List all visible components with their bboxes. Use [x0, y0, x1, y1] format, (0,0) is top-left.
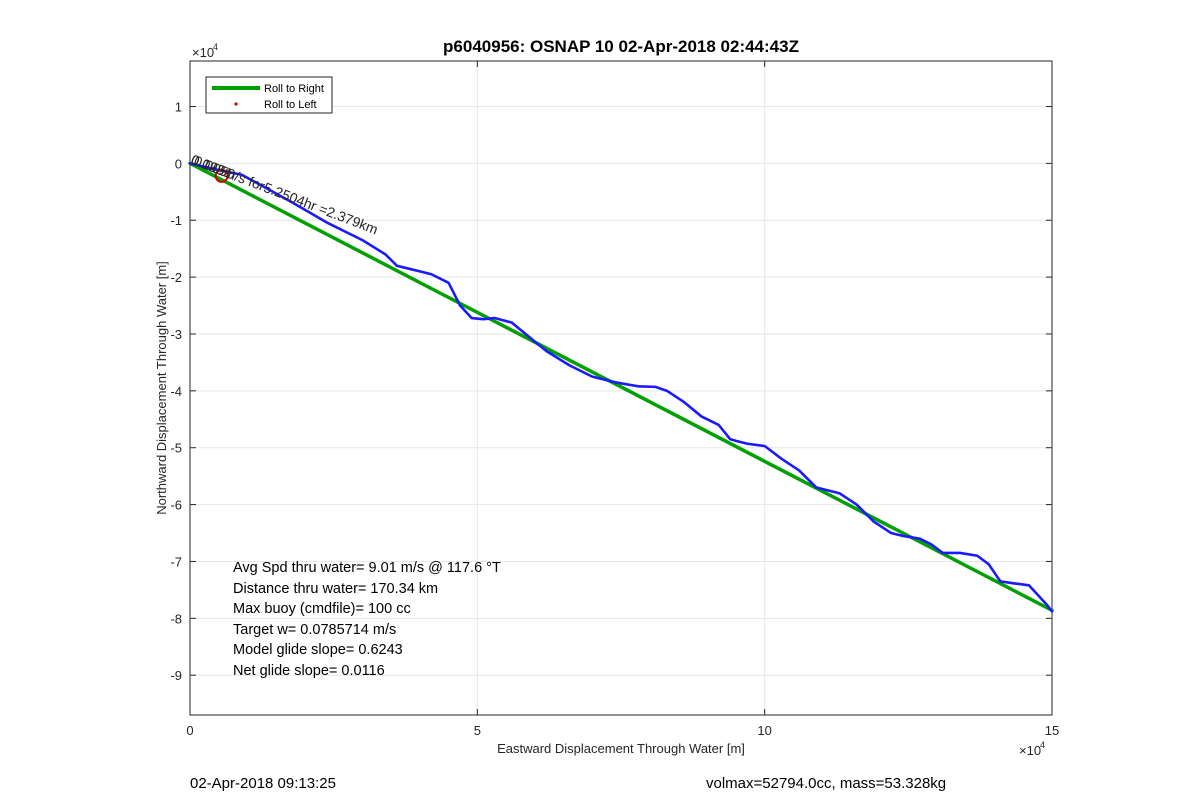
grid-lines [190, 61, 1052, 715]
footer-timestamp: 02-Apr-2018 09:13:25 [190, 775, 336, 792]
info-block: Avg Spd thru water= 9.01 m/s @ 117.6 °T … [233, 560, 501, 679]
y-axis-label: Northward Displacement Through Water [m] [154, 261, 169, 515]
y-tick-label: -3 [170, 327, 182, 342]
y-tick-label: 1 [175, 99, 182, 114]
y-tick-label: -7 [170, 554, 182, 569]
y-exponent-power: 4 [213, 42, 218, 52]
y-tick-label: -6 [170, 498, 182, 513]
series-line-trajectory [188, 162, 1054, 613]
y-tick-label: 0 [175, 156, 182, 171]
red-marker [214, 168, 229, 183]
legend: Roll to Right Roll to Left [205, 76, 333, 114]
y-tick-label: -9 [170, 668, 182, 683]
info-distance: Distance thru water= 170.34 km [233, 581, 438, 597]
y-tick-label: -1 [170, 213, 182, 228]
legend-swatch-roll-left [234, 102, 238, 106]
x-tick-label: 15 [1045, 723, 1059, 738]
x-tick-label: 10 [757, 723, 771, 738]
y-exponent-base: ×10 [192, 45, 214, 60]
x-tick-label: 5 [474, 723, 481, 738]
series-group [188, 161, 1054, 613]
y-tick-label: -2 [170, 270, 182, 285]
x-exponent: ×10 4 [1019, 740, 1045, 758]
x-tick-label: 0 [186, 723, 193, 738]
info-max-buoy: Max buoy (cmdfile)= 100 cc [233, 601, 411, 617]
legend-box [205, 76, 333, 114]
y-tick-label: -4 [170, 384, 182, 399]
chart-title: p6040956: OSNAP 10 02-Apr-2018 02:44:43Z [443, 37, 799, 56]
y-exponent: ×10 4 [192, 42, 218, 60]
info-model-glide: Model glide slope= 0.6243 [233, 642, 403, 658]
y-tick-label: -5 [170, 441, 182, 456]
info-net-glide: Net glide slope= 0.0116 [233, 663, 385, 679]
x-exponent-base: ×10 [1019, 743, 1041, 758]
legend-label-roll-left: Roll to Left [264, 99, 317, 111]
info-target-w: Target w= 0.0785714 m/s [233, 622, 396, 638]
footer-stats: volmax=52794.0cc, mass=53.328kg [706, 775, 946, 792]
info-avg-speed: Avg Spd thru water= 9.01 m/s @ 117.6 °T [233, 560, 501, 576]
x-exponent-power: 4 [1040, 740, 1045, 750]
y-tick-label: -8 [170, 611, 182, 626]
legend-label-roll-right: Roll to Right [264, 83, 324, 95]
x-axis-label: Eastward Displacement Through Water [m] [497, 741, 745, 756]
